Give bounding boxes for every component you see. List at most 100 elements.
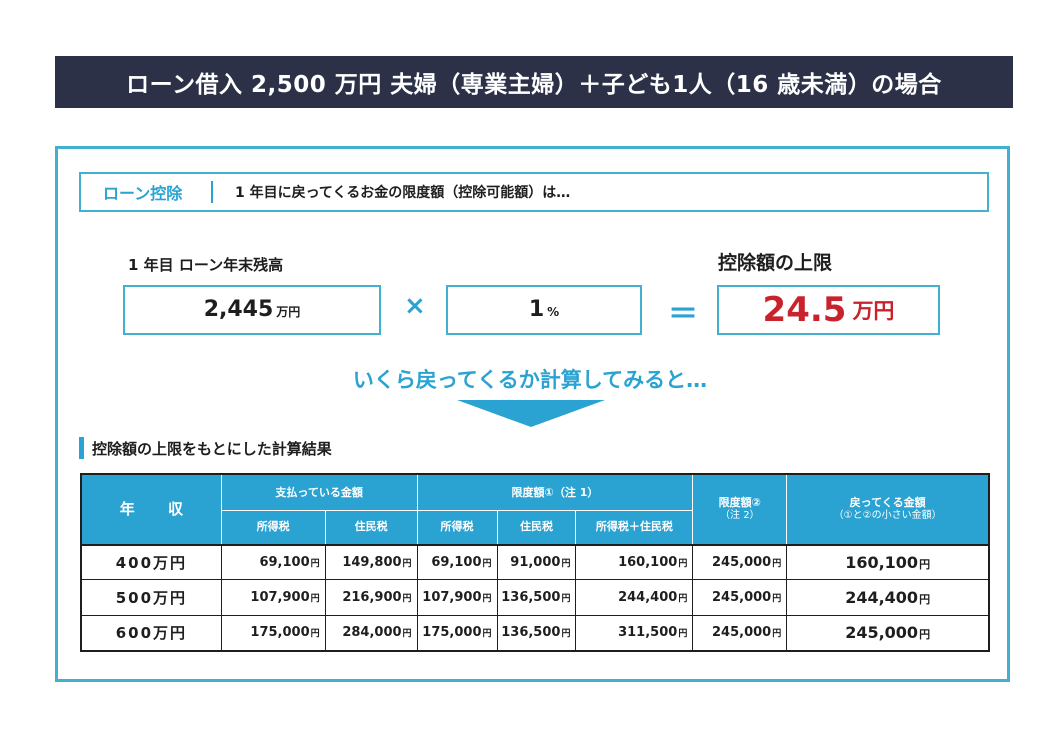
header-refund-label: 戻ってくる金額 <box>849 496 926 510</box>
limit-box: 24.5 万円 <box>717 285 940 335</box>
balance-box: 2,445 万円 <box>123 285 381 335</box>
header-refund: 戻ってくる金額 （①と②の小さい金額） <box>786 474 989 545</box>
cell-limit1-total: 160,100円 <box>575 543 694 581</box>
header-limit1-total: 所得税＋住民税 <box>575 510 694 545</box>
cell-limit1-total: 311,500円 <box>575 614 694 652</box>
header-limit2-note: （注 2） <box>720 509 760 521</box>
header-limit1-group: 限度額①（注 1） <box>416 474 694 511</box>
cell-paid-income-tax: 107,900円 <box>220 579 326 616</box>
cell-limit1-total: 244,400円 <box>575 579 694 616</box>
cell-limit1-income-tax: 107,900円 <box>416 579 498 616</box>
yen-unit: 円 <box>919 557 931 571</box>
heading-divider <box>211 181 213 203</box>
cell-value: 149,800 <box>342 554 402 570</box>
limit-value: 24.5 <box>762 290 847 330</box>
header-paid-income-tax: 所得税 <box>220 510 326 545</box>
yen-unit: 円 <box>678 593 688 604</box>
cell-value: 245,000 <box>845 623 919 643</box>
yen-unit: 円 <box>678 629 688 640</box>
balance-label: 1 年目 ローン年末残高 <box>128 256 284 274</box>
cell-value: 311,500 <box>618 625 678 641</box>
balance-unit: 万円 <box>276 305 301 319</box>
limit-label: 控除額の上限 <box>718 252 833 274</box>
header-paid-group: 支払っている金額 <box>220 474 418 511</box>
yen-unit: 円 <box>402 558 412 569</box>
cell-limit1-income-tax: 69,100円 <box>416 543 498 581</box>
section-title: 控除額の上限をもとにした計算結果 <box>92 439 332 458</box>
yen-unit: 円 <box>772 629 782 640</box>
cell-value: 136,500 <box>501 589 561 605</box>
table-row: 400万円 69,100円 149,800円 69,100円 91,000円 1… <box>81 543 989 581</box>
header-limit2-label: 限度額② <box>718 496 761 510</box>
cell-value: 160,100 <box>845 552 919 572</box>
page-title: ローン借入 2,500 万円 夫婦（専業主婦）＋子ども1人（16 歳未満）の場合 <box>55 56 1013 108</box>
table-row: 600万円 175,000円 284,000円 175,000円 136,500… <box>81 614 989 652</box>
rate-unit: % <box>547 305 560 319</box>
yen-unit: 円 <box>561 558 571 569</box>
cell-limit1-resident-tax: 91,000円 <box>496 543 577 581</box>
heading-box: ローン控除 1 年目に戻ってくるお金の限度額（控除可能額）は… <box>79 172 989 212</box>
arrow-down-icon <box>457 400 605 427</box>
cell-limit2: 245,000円 <box>692 579 788 616</box>
rate-value: 1 <box>528 297 545 322</box>
cell-value: 245,000 <box>712 589 772 605</box>
cell-refund: 244,400円 <box>786 579 989 616</box>
equals-icon: ＝ <box>668 297 698 332</box>
yen-unit: 円 <box>482 629 492 640</box>
section-bar <box>79 437 84 459</box>
cell-limit1-resident-tax: 136,500円 <box>496 614 577 652</box>
yen-unit: 円 <box>402 593 412 604</box>
cell-paid-resident-tax: 284,000円 <box>324 614 418 652</box>
cell-paid-income-tax: 175,000円 <box>220 614 326 652</box>
yen-unit: 円 <box>678 558 688 569</box>
cell-income: 600万円 <box>81 614 222 652</box>
content-frame <box>55 146 1010 682</box>
yen-unit: 円 <box>310 558 320 569</box>
cell-paid-resident-tax: 216,900円 <box>324 579 418 616</box>
cell-value: 69,100 <box>431 554 482 570</box>
cell-value: 160,100 <box>618 554 678 570</box>
cell-value: 244,400 <box>618 589 678 605</box>
balance-value: 2,445 <box>203 297 274 322</box>
cell-value: 69,100 <box>259 554 310 570</box>
heading-tag: ローン控除 <box>103 184 183 203</box>
cell-refund: 160,100円 <box>786 543 989 581</box>
cell-paid-income-tax: 69,100円 <box>220 543 326 581</box>
cell-value: 245,000 <box>712 554 772 570</box>
lead-text: いくら戻ってくるか計算してみると… <box>352 368 708 392</box>
cell-value: 136,500 <box>501 625 561 641</box>
section-heading: 控除額の上限をもとにした計算結果 <box>79 437 332 459</box>
yen-unit: 円 <box>919 592 931 606</box>
yen-unit: 円 <box>402 629 412 640</box>
yen-unit: 円 <box>561 629 571 640</box>
limit-unit: 万円 <box>852 299 895 323</box>
cell-value: 245,000 <box>712 625 772 641</box>
cell-refund: 245,000円 <box>786 614 989 652</box>
cell-limit2: 245,000円 <box>692 543 788 581</box>
cell-value: 216,900 <box>342 589 402 605</box>
cell-value: 107,900 <box>422 589 482 605</box>
header-income: 年 収 <box>81 474 222 545</box>
results-table: 年 収 支払っている金額 限度額①（注 1） 限度額② （注 2） 戻ってくる金… <box>80 473 990 652</box>
rate-box: 1 % <box>446 285 642 335</box>
cell-value: 244,400 <box>845 587 919 607</box>
yen-unit: 円 <box>772 558 782 569</box>
cell-limit2: 245,000円 <box>692 614 788 652</box>
yen-unit: 円 <box>561 593 571 604</box>
cell-value: 107,900 <box>250 589 310 605</box>
cell-limit1-income-tax: 175,000円 <box>416 614 498 652</box>
cell-value: 175,000 <box>250 625 310 641</box>
header-refund-note: （①と②の小さい金額） <box>833 509 942 521</box>
table-row: 500万円 107,900円 216,900円 107,900円 136,500… <box>81 579 989 616</box>
cell-value: 91,000 <box>510 554 561 570</box>
header-limit1-resident-tax: 住民税 <box>496 510 577 545</box>
cell-income: 500万円 <box>81 579 222 616</box>
yen-unit: 円 <box>310 629 320 640</box>
cell-value: 175,000 <box>422 625 482 641</box>
header-limit1-income-tax: 所得税 <box>416 510 498 545</box>
header-limit2: 限度額② （注 2） <box>692 474 788 545</box>
cell-value: 284,000 <box>342 625 402 641</box>
header-paid-resident-tax: 住民税 <box>324 510 418 545</box>
yen-unit: 円 <box>482 558 492 569</box>
cell-paid-resident-tax: 149,800円 <box>324 543 418 581</box>
